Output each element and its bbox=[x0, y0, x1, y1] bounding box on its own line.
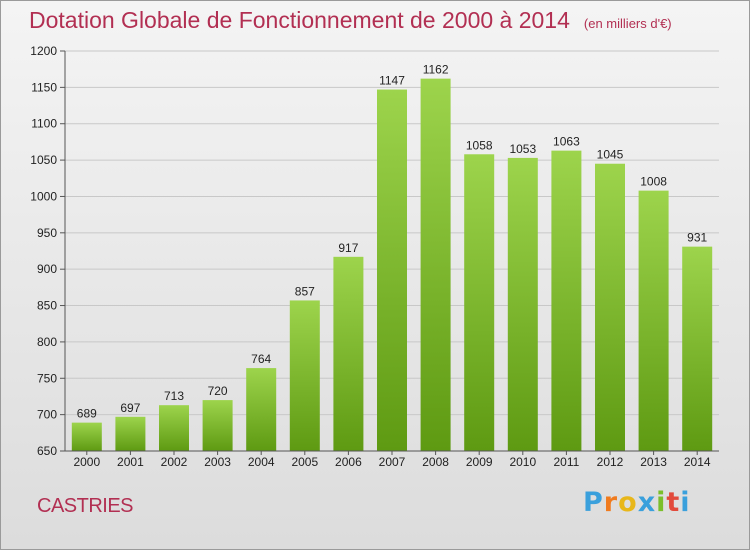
x-tick-label: 2002 bbox=[161, 455, 188, 469]
x-tick-label: 2008 bbox=[422, 455, 449, 469]
bar-value-label: 931 bbox=[687, 231, 707, 245]
bar-value-label: 1162 bbox=[423, 63, 449, 77]
x-tick-label: 2012 bbox=[597, 455, 624, 469]
chart-subtitle: (en milliers d'€) bbox=[583, 16, 672, 31]
y-tick-label: 750 bbox=[37, 371, 57, 385]
bar bbox=[115, 416, 146, 451]
bar-value-label: 1058 bbox=[466, 138, 493, 152]
proxiti-logo: Proxiti bbox=[583, 487, 691, 518]
logo-letter: t bbox=[666, 487, 681, 518]
chart-title: Dotation Globale de Fonctionnement de 20… bbox=[29, 7, 672, 34]
bar-value-label: 720 bbox=[208, 384, 228, 398]
logo-letter: r bbox=[603, 487, 619, 518]
bar bbox=[682, 246, 713, 451]
bar-value-label: 1053 bbox=[509, 142, 536, 156]
bar-value-label: 1045 bbox=[597, 148, 624, 162]
x-tick-label: 2000 bbox=[73, 455, 100, 469]
logo-letter: i bbox=[656, 487, 667, 518]
x-tick-label: 2006 bbox=[335, 455, 362, 469]
x-tick-label: 2009 bbox=[466, 455, 493, 469]
bar-value-label: 857 bbox=[295, 284, 315, 298]
y-tick-label: 1200 bbox=[30, 44, 57, 58]
logo-letter: x bbox=[637, 487, 657, 518]
x-tick-label: 2004 bbox=[248, 455, 275, 469]
bar bbox=[638, 190, 669, 452]
x-tick-label: 2007 bbox=[379, 455, 406, 469]
x-axis: 2000 2001 2002 2003 2004 2005 2006 2007 2008 2009… bbox=[65, 450, 719, 469]
y-tick-label: 900 bbox=[37, 262, 57, 276]
y-tick-label: 700 bbox=[37, 408, 57, 422]
chart-title-text: Dotation Globale de Fonctionnement de 20… bbox=[29, 7, 570, 33]
x-tick-label: 2005 bbox=[291, 455, 318, 469]
y-tick-label: 1050 bbox=[30, 153, 57, 167]
bar-value-label: 1008 bbox=[640, 175, 667, 189]
x-tick-label: 2003 bbox=[204, 455, 231, 469]
bar bbox=[333, 256, 364, 451]
y-tick-label: 950 bbox=[37, 226, 57, 240]
y-tick-label: 650 bbox=[37, 444, 57, 458]
bar bbox=[246, 368, 277, 451]
bar-value-label: 697 bbox=[120, 401, 140, 415]
bar-value-label: 689 bbox=[77, 407, 97, 421]
bar-value-label: 764 bbox=[251, 352, 271, 366]
y-tick-label: 1000 bbox=[30, 189, 57, 203]
bar bbox=[595, 163, 625, 451]
bar bbox=[551, 150, 582, 452]
bar bbox=[289, 300, 320, 451]
bar bbox=[71, 422, 102, 451]
logo-letter: P bbox=[583, 487, 604, 518]
y-tick-label: 1100 bbox=[31, 117, 57, 131]
bar bbox=[159, 405, 189, 451]
logo-letter: i bbox=[680, 487, 691, 518]
bar bbox=[507, 157, 538, 451]
bar-value-label: 917 bbox=[338, 241, 358, 255]
y-tick-label: 800 bbox=[37, 335, 57, 349]
y-tick-label: 850 bbox=[37, 299, 57, 313]
bar bbox=[464, 154, 495, 452]
bar bbox=[377, 89, 407, 451]
y-axis: 650 700 750 800 850 900 950 1000 1050 1100 1150 120… bbox=[30, 44, 66, 458]
x-tick-label: 2011 bbox=[553, 455, 579, 469]
x-tick-label: 2010 bbox=[509, 455, 536, 469]
bar-value-label: 713 bbox=[164, 389, 184, 403]
bars: 689 697 713 720 764 857 917 1147 1162 1058 1053 106… bbox=[71, 63, 713, 452]
x-tick-label: 2001 bbox=[117, 455, 144, 469]
logo-letter: o bbox=[618, 487, 638, 518]
commune-name: CASTRIES bbox=[37, 495, 134, 517]
bar bbox=[202, 400, 233, 451]
bar bbox=[420, 78, 451, 452]
bar-value-label: 1147 bbox=[379, 74, 405, 88]
x-tick-label: 2013 bbox=[640, 455, 667, 469]
y-tick-label: 1150 bbox=[31, 80, 57, 94]
x-tick-label: 2014 bbox=[684, 455, 711, 469]
bar-value-label: 1063 bbox=[553, 135, 580, 149]
